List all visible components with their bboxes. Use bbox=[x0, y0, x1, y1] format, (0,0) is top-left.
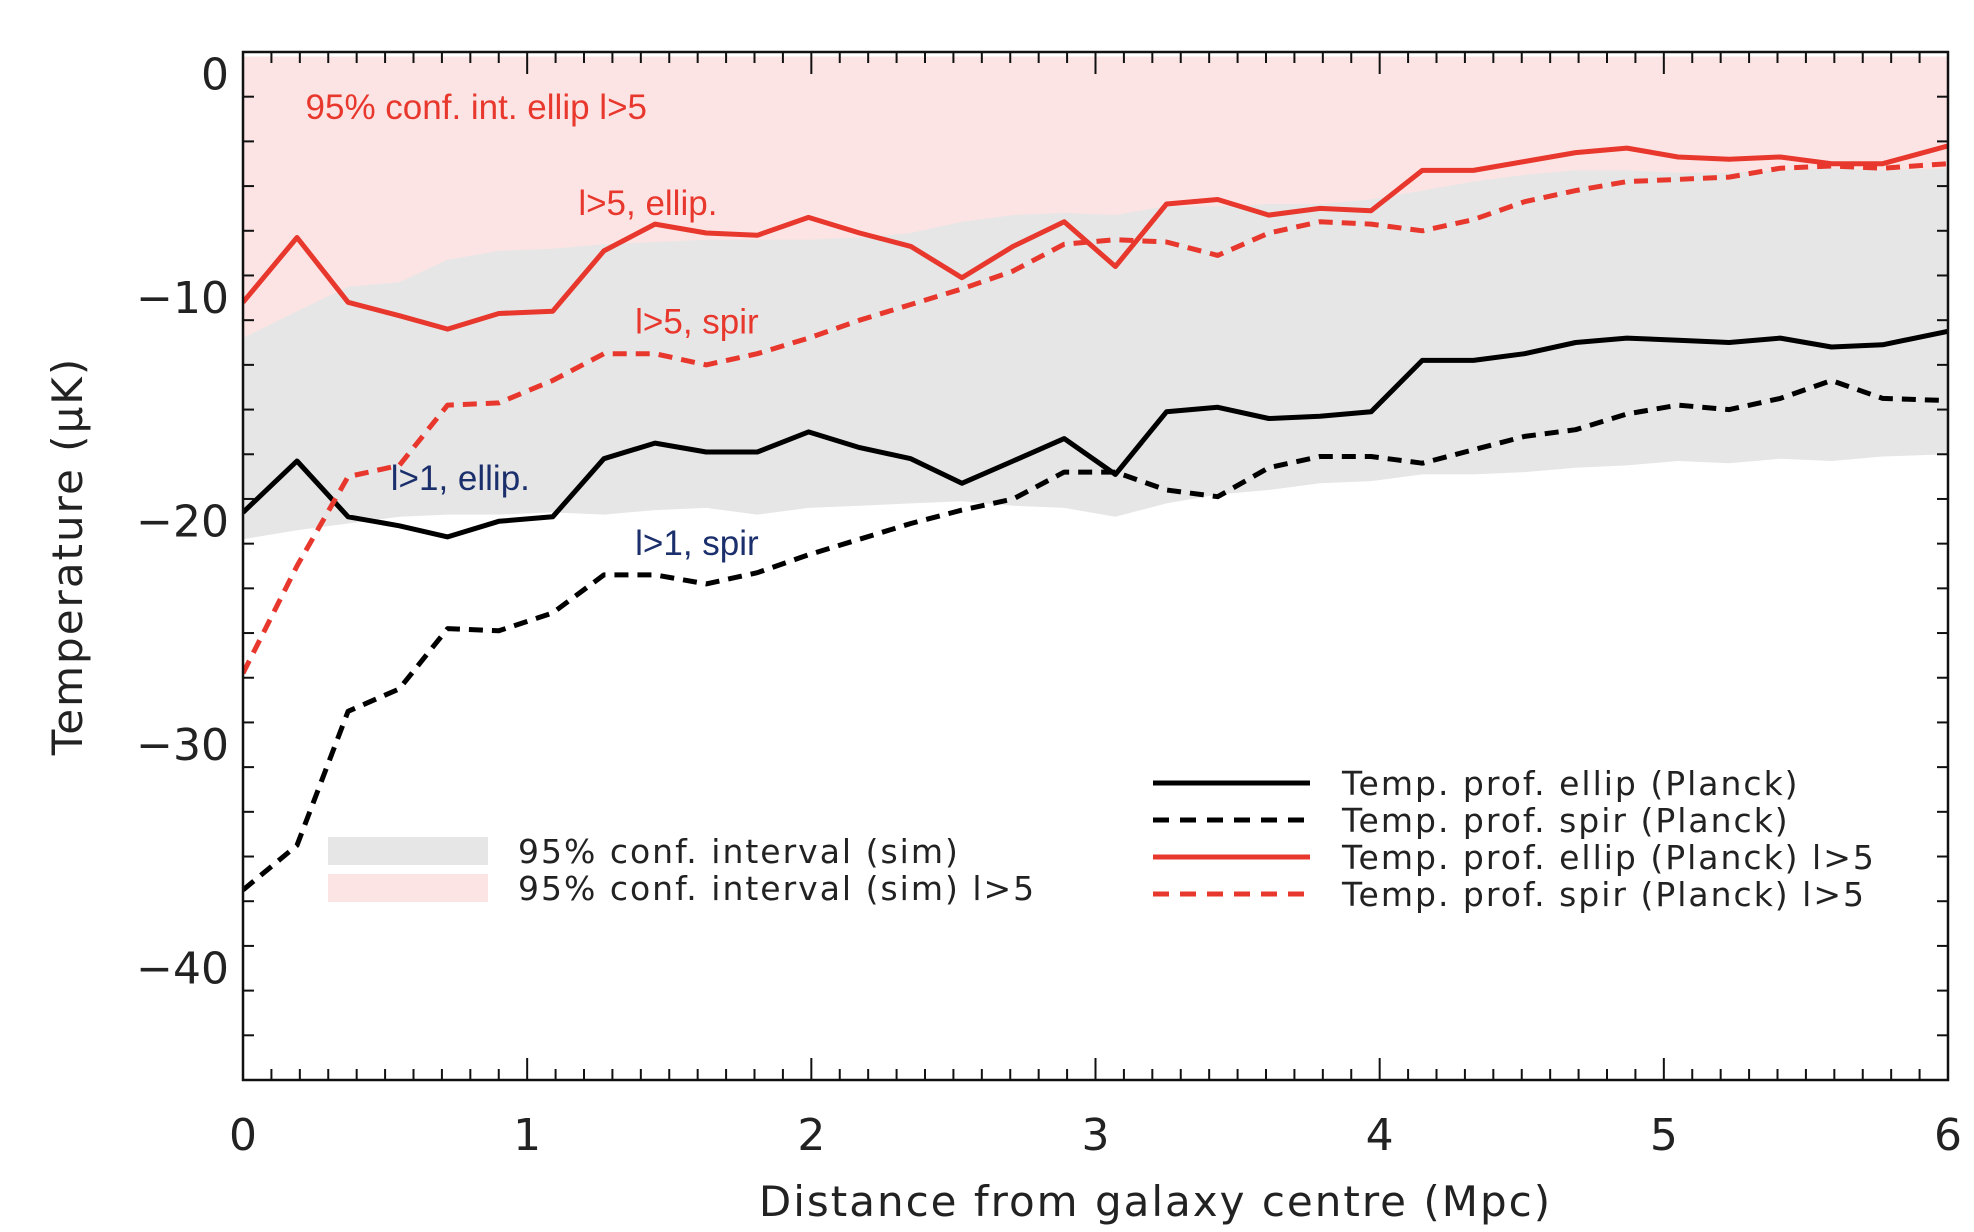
legend-label-line-0: Temp. prof. ellip (Planck) bbox=[1341, 764, 1800, 803]
legend: 95% conf. interval (sim)95% conf. interv… bbox=[328, 764, 1876, 914]
legend-label-band-1: 95% conf. interval (sim) l>5 bbox=[518, 869, 1036, 908]
x-tick-label: 4 bbox=[1366, 1110, 1394, 1161]
x-tick-label: 5 bbox=[1650, 1110, 1678, 1161]
axes: 0 1 2 3 4 5 6 0 −10 −20 −30 −40 Distance from galaxy… bbox=[43, 49, 1962, 1226]
legend-label-line-3: Temp. prof. spir (Planck) l>5 bbox=[1341, 875, 1866, 914]
series-line-0 bbox=[243, 328, 1948, 540]
legend-label-line-1: Temp. prof. spir (Planck) bbox=[1341, 801, 1790, 840]
legend-label-line-2: Temp. prof. ellip (Planck) l>5 bbox=[1341, 838, 1876, 877]
data-lines bbox=[243, 143, 1948, 892]
legend-swatch-band-0 bbox=[328, 837, 488, 865]
x-tick-label: 1 bbox=[513, 1110, 541, 1161]
x-axis-title: Distance from galaxy centre (Mpc) bbox=[759, 1177, 1552, 1226]
series-line-1 bbox=[243, 378, 1948, 892]
annotations: 95% conf. int. ellip l>5 l>5, ellip. l>5, … bbox=[306, 88, 760, 563]
annotation-3: l>1, ellip. bbox=[391, 459, 530, 498]
annotation-1: l>5, ellip. bbox=[578, 184, 717, 223]
x-tick-label: 6 bbox=[1934, 1110, 1962, 1161]
y-tick-label: 0 bbox=[201, 49, 229, 100]
series-line-2 bbox=[243, 143, 1948, 332]
legend-swatch-band-1 bbox=[328, 874, 488, 902]
annotation-4: l>1, spir bbox=[635, 524, 759, 563]
legend-label-band-0: 95% conf. interval (sim) bbox=[518, 832, 960, 871]
x-tick-label: 3 bbox=[1082, 1110, 1110, 1161]
annotation-0: 95% conf. int. ellip l>5 bbox=[306, 88, 647, 127]
y-tick-label: −20 bbox=[136, 496, 229, 547]
y-axis-title: Temperature (μK) bbox=[43, 357, 92, 756]
y-tick-label: −10 bbox=[136, 273, 229, 324]
x-tick-label: 0 bbox=[229, 1110, 257, 1161]
x-tick-label: 2 bbox=[797, 1110, 825, 1161]
y-tick-label: −30 bbox=[136, 720, 229, 771]
annotation-2: l>5, spir bbox=[635, 303, 759, 342]
y-tick-label: −40 bbox=[136, 943, 229, 994]
